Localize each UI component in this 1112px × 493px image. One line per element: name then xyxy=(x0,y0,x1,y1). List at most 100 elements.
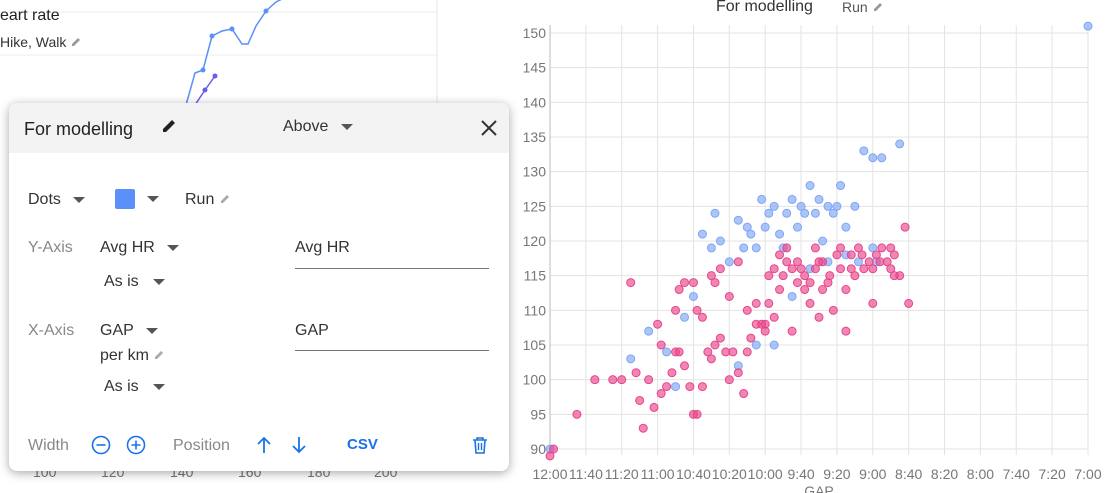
scatter-point xyxy=(841,285,851,295)
x-tick-label: 7:40 xyxy=(1003,466,1030,482)
chevron-down-icon xyxy=(167,244,180,251)
scatter-point xyxy=(871,250,881,260)
x-axis-title-input[interactable]: GAP xyxy=(295,322,329,339)
scatter-point xyxy=(626,354,636,364)
scatter-point xyxy=(796,264,806,274)
scatter-point xyxy=(769,201,779,211)
y-tick-label: 120 xyxy=(523,233,547,249)
y-axis-title-underline xyxy=(295,268,489,269)
scatter-point xyxy=(904,298,914,308)
color-select[interactable] xyxy=(115,189,160,209)
move-down-icon[interactable] xyxy=(291,435,307,455)
scatter-point xyxy=(805,278,815,288)
y-tick-label: 90 xyxy=(530,441,546,457)
scatter-point xyxy=(680,312,689,322)
bg-line-blue xyxy=(185,0,282,106)
scatter-point xyxy=(846,264,856,274)
close-icon[interactable] xyxy=(480,119,498,137)
edit-title-pencil-icon[interactable] xyxy=(161,118,177,134)
width-label: Width xyxy=(28,437,69,454)
x-tick-label: 9:20 xyxy=(823,466,850,482)
scatter-point xyxy=(800,285,810,295)
scatter-point xyxy=(775,250,785,260)
move-up-icon[interactable] xyxy=(256,435,272,455)
chart-settings-panel: For modelling Above Dots Run Y-Axis Avg … xyxy=(9,103,509,471)
scatter-point xyxy=(841,326,851,336)
scatter-point xyxy=(787,326,797,336)
scatter-point xyxy=(733,257,743,267)
scatter-point xyxy=(886,264,896,274)
scatter-point xyxy=(859,146,869,156)
scatter-point xyxy=(751,243,761,253)
scatter-point xyxy=(644,326,654,336)
scatter-point xyxy=(875,257,885,267)
scatter-point xyxy=(889,271,899,281)
scatter-point xyxy=(796,201,806,211)
scatter-point xyxy=(868,298,878,308)
scatter-point xyxy=(792,222,802,232)
scatter-point xyxy=(792,278,802,288)
scatter-point xyxy=(746,229,756,239)
scatter-point xyxy=(895,139,905,149)
scatter-point xyxy=(769,340,779,350)
scatter-point xyxy=(760,222,770,232)
series-name[interactable]: Run xyxy=(185,191,231,209)
x-tick-label: 7:00 xyxy=(1074,466,1101,482)
y-axis-metric-select[interactable]: Avg HR xyxy=(100,239,180,257)
y-axis-title-input[interactable]: Avg HR xyxy=(295,239,350,256)
scatter-point xyxy=(810,264,820,274)
scatter-plot: 90 95 100 105 110 115 120 125 130 135 140 145 150 12:… xyxy=(523,21,1102,493)
scatter-point xyxy=(703,347,713,357)
scatter-point xyxy=(782,257,792,267)
scatter-point xyxy=(590,375,600,385)
scatter-point xyxy=(742,305,752,315)
x-tick-label: 7:20 xyxy=(1039,466,1066,482)
scatter-point xyxy=(775,229,785,239)
scatter-point xyxy=(900,222,910,232)
scatter-point xyxy=(739,389,749,399)
x-axis-title-underline xyxy=(295,350,489,351)
edit-pencil-icon[interactable] xyxy=(153,349,165,361)
scatter-point xyxy=(715,264,725,274)
y-tick-label: 130 xyxy=(523,164,547,180)
scatter-point xyxy=(886,243,896,253)
scatter-point xyxy=(814,194,824,204)
scatter-point xyxy=(1083,21,1093,31)
scatter-point xyxy=(805,298,815,308)
scatter-point xyxy=(836,243,846,253)
scatter-point xyxy=(644,375,654,385)
csv-export-button[interactable]: CSV xyxy=(347,436,378,453)
x-axis-metric-select[interactable]: GAP xyxy=(100,322,159,340)
x-tick-label: 10:40 xyxy=(676,466,711,482)
edit-pencil-icon[interactable] xyxy=(872,1,884,13)
y-tick-label: 145 xyxy=(523,60,547,76)
scatter-point xyxy=(764,271,774,281)
trash-icon[interactable] xyxy=(472,436,488,454)
x-tick-label: 11:00 xyxy=(641,466,675,482)
chevron-down-icon xyxy=(73,196,86,203)
position-select[interactable]: Above xyxy=(283,118,353,136)
edit-pencil-icon[interactable] xyxy=(219,193,231,205)
increase-width-icon[interactable] xyxy=(126,435,146,455)
scatter-point xyxy=(680,278,689,288)
scatter-point xyxy=(782,243,792,253)
scatter-point xyxy=(545,451,555,461)
chart-type-select[interactable]: Dots xyxy=(28,191,86,209)
decrease-width-icon[interactable] xyxy=(91,435,111,455)
scatter-point xyxy=(764,208,774,218)
scatter-point xyxy=(850,271,860,281)
scatter-point xyxy=(805,181,815,191)
scatter-point xyxy=(710,278,720,288)
scatter-point xyxy=(818,285,828,295)
scatter-point xyxy=(662,382,672,392)
x-axis-transform-select[interactable]: As is xyxy=(104,378,166,396)
background-chart-series[interactable]: Hike, Walk xyxy=(0,34,82,50)
x-axis-unit[interactable]: per km xyxy=(100,347,165,365)
chevron-down-icon xyxy=(146,327,159,334)
scatter-point xyxy=(608,375,618,385)
y-axis-transform-select[interactable]: As is xyxy=(104,273,166,291)
edit-pencil-icon[interactable] xyxy=(70,36,82,48)
scatter-point xyxy=(715,236,725,246)
scatter-point xyxy=(828,305,838,315)
chart-series-label[interactable]: Run xyxy=(842,0,884,15)
